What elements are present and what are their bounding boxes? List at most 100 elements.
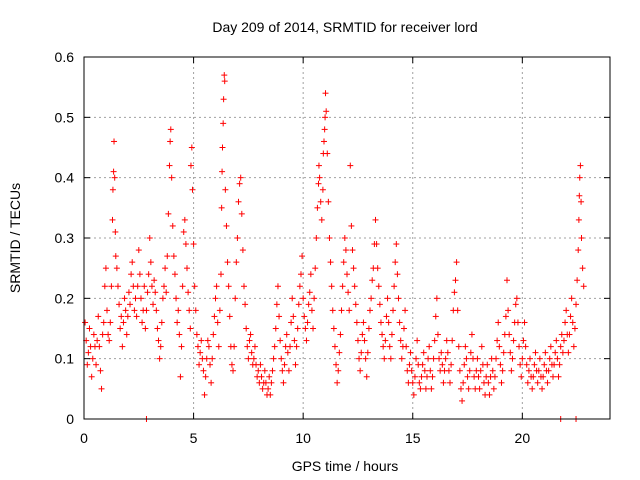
data-point [316,174,323,181]
data-point [463,355,470,362]
data-point [459,397,466,404]
data-point [294,325,301,332]
data-point [242,301,249,308]
data-point [243,325,250,332]
data-point [574,277,581,284]
data-point [539,385,546,392]
data-point [496,343,503,350]
data-point [279,367,286,374]
data-point [226,313,233,320]
data-point [449,337,456,344]
data-point [353,319,360,326]
data-point [322,90,329,97]
data-point [88,373,95,380]
y-tick-label: 0 [66,411,74,427]
data-point [210,331,217,338]
data-point [497,361,504,368]
data-point [444,349,451,356]
data-point [493,355,500,362]
data-point [554,355,561,362]
data-point [184,265,191,272]
data-point [117,325,124,332]
data-point [96,343,103,350]
data-point [447,379,454,386]
data-point [142,325,149,332]
data-point [119,343,126,350]
data-point [284,349,291,356]
data-point [185,289,192,296]
data-point [328,283,335,290]
data-point [301,313,308,320]
data-point [98,385,105,392]
data-point [248,349,255,356]
data-point [329,307,336,314]
data-point [466,367,473,374]
data-point [489,367,496,374]
data-point [555,373,562,380]
data-point [209,355,216,362]
data-point [474,355,481,362]
data-point [196,361,203,368]
data-point [118,313,125,320]
data-point [295,301,302,308]
data-point [302,325,309,332]
x-tick-label: 15 [405,430,421,446]
data-point [151,277,158,284]
data-point [97,367,104,374]
data-point [105,331,112,338]
data-point [95,313,102,320]
data-point [367,307,374,314]
data-point [314,204,321,211]
y-tick-label: 0.1 [55,351,75,367]
data-point [245,355,252,362]
data-point [356,355,363,362]
data-point [261,367,268,374]
data-point [318,216,325,223]
data-point [335,367,342,374]
data-point [397,337,404,344]
data-point [376,301,383,308]
data-point [354,337,361,344]
data-point [106,337,113,344]
data-point [276,313,283,320]
data-point [505,307,512,314]
data-point [177,373,184,380]
data-point [299,253,306,260]
data-point [394,271,401,278]
data-point [152,289,159,296]
data-point [452,277,459,284]
data-point [159,295,166,302]
data-point [222,186,229,193]
data-point [576,192,583,199]
data-point [182,241,189,248]
data-point [532,349,539,356]
data-point [250,355,257,362]
data-point [556,361,563,368]
data-point [339,283,346,290]
data-point [285,367,292,374]
data-point [344,271,350,278]
data-point [219,168,226,175]
data-point [529,385,536,392]
data-point [560,337,567,344]
data-point [380,343,387,350]
data-point [525,367,532,374]
data-point [231,343,238,350]
data-point [143,307,150,314]
data-point [566,331,573,338]
data-point [534,379,541,386]
data-point [374,265,381,272]
data-point [137,295,144,302]
data-point [315,162,322,169]
data-point [468,331,475,338]
data-point [512,301,519,308]
data-point [383,313,390,320]
data-point [158,319,165,326]
data-point [475,373,482,380]
data-point [464,373,471,380]
data-point [122,307,129,314]
data-point [465,385,472,392]
data-point [239,247,246,254]
data-point [331,343,338,350]
x-tick-label: 10 [295,430,311,446]
